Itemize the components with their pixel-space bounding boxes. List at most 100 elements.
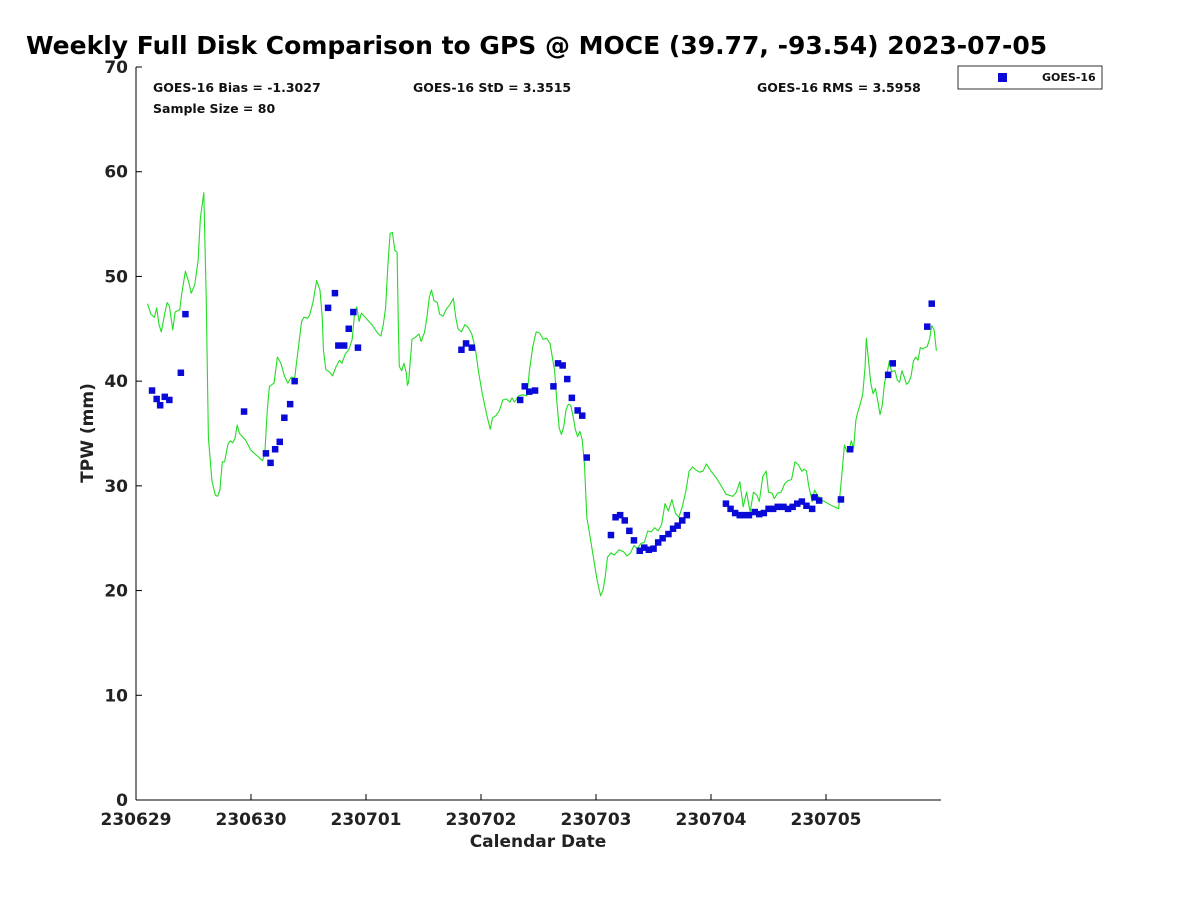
goes16-point [731, 509, 739, 517]
goes16-point [521, 383, 528, 390]
goes16-point [683, 511, 691, 519]
goes16-point [286, 400, 294, 408]
x-tick-label: 230630 [216, 810, 287, 830]
goes16-point [889, 360, 896, 367]
std-annotation: GOES-16 StD = 3.3515 [413, 80, 571, 95]
y-axis-label: TPW (mm) [78, 383, 98, 483]
legend: GOES-16 [957, 65, 1103, 90]
y-tick-label: 70 [104, 58, 128, 78]
goes16-point [669, 525, 677, 532]
goes16-point [531, 387, 539, 394]
goes16-point [636, 547, 643, 554]
goes16-point [751, 508, 758, 516]
goes16-point [554, 360, 562, 367]
y-tick-label: 0 [116, 791, 128, 811]
goes16-point [774, 503, 781, 511]
goes16-point [281, 414, 288, 421]
goes16-point [458, 346, 465, 353]
goes16-point [271, 446, 279, 453]
goes16-point [659, 535, 666, 542]
goes16-point [798, 498, 806, 505]
goes16-point [665, 530, 672, 538]
goes16-point [177, 369, 185, 376]
goes16-point [736, 511, 743, 519]
x-tick-label: 230705 [791, 810, 862, 830]
goes16-point [811, 494, 818, 501]
goes16-point [784, 505, 792, 513]
goes16-point [335, 342, 342, 349]
goes16-point [808, 505, 816, 513]
goes16-point [607, 531, 615, 539]
goes16-point [641, 544, 648, 551]
goes16-point [815, 497, 823, 504]
goes16-point [267, 459, 274, 467]
goes16-point [769, 505, 777, 513]
goes16-point [153, 395, 160, 403]
goes16-point [679, 517, 686, 524]
x-axis-label: Calendar Date [470, 832, 607, 852]
gps-series [146, 192, 937, 597]
goes16-point [516, 396, 524, 404]
goes16-point [727, 505, 734, 513]
goes16-point [621, 517, 628, 524]
goes16-point [616, 511, 624, 519]
y-tick-label: 40 [104, 372, 128, 392]
goes16-point [331, 289, 339, 297]
sample-size-annotation: Sample Size = 80 [153, 101, 275, 116]
goes16-point [760, 509, 768, 517]
y-tick-label: 60 [104, 163, 128, 183]
goes16-point [574, 407, 581, 414]
goes16-series [148, 289, 935, 554]
goes16-point [846, 446, 854, 453]
goes16-point [928, 300, 935, 307]
goes16-point [526, 388, 533, 395]
goes16-point [674, 522, 681, 529]
goes16-point [626, 527, 633, 535]
goes16-point [564, 375, 571, 383]
y-tick-label: 30 [104, 477, 128, 497]
x-tick-label: 230704 [676, 810, 747, 830]
goes16-point [924, 323, 931, 330]
goes16-point [756, 510, 763, 518]
goes16-point [559, 362, 566, 369]
goes16-point [794, 500, 801, 507]
goes16-point [789, 503, 796, 511]
goes16-point [324, 304, 332, 312]
goes16-point [340, 342, 348, 349]
goes16-point [350, 308, 357, 316]
goes16-point [612, 514, 619, 521]
gps-line [146, 192, 937, 597]
goes16-point [345, 325, 352, 332]
goes16-point [645, 546, 653, 553]
x-axis-ticks: 230629 230630 230701 230702 230703 230704 2307… [101, 794, 862, 830]
goes16-point [156, 402, 164, 409]
goes16-point [583, 454, 590, 461]
goes16-point [354, 344, 362, 351]
goes16-point [468, 344, 476, 351]
goes16-point [654, 539, 662, 546]
goes16-point [568, 394, 576, 402]
goes16-point [765, 505, 772, 513]
y-tick-label: 10 [104, 686, 128, 706]
goes16-point [166, 396, 173, 404]
goes16-point [884, 371, 892, 379]
goes16-point [837, 496, 845, 503]
y-axis-ticks: 0 10 20 30 40 50 60 70 [104, 58, 142, 811]
goes16-point [722, 500, 730, 507]
legend-box [957, 65, 1103, 90]
goes16-point [262, 450, 270, 457]
goes16-point [780, 503, 787, 511]
goes16-point [148, 387, 156, 394]
x-tick-label: 230703 [561, 810, 632, 830]
goes16-point [276, 438, 283, 446]
x-tick-label: 230629 [101, 810, 172, 830]
goes16-point [462, 340, 470, 347]
x-tick-label: 230701 [331, 810, 402, 830]
legend-label-goes16: GOES-16 [1042, 71, 1096, 84]
y-tick-label: 20 [104, 582, 128, 602]
goes16-point [240, 408, 248, 415]
goes16-point [650, 545, 657, 552]
chart-title: Weekly Full Disk Comparison to GPS @ MOC… [26, 31, 1047, 60]
goes16-point [803, 502, 810, 509]
